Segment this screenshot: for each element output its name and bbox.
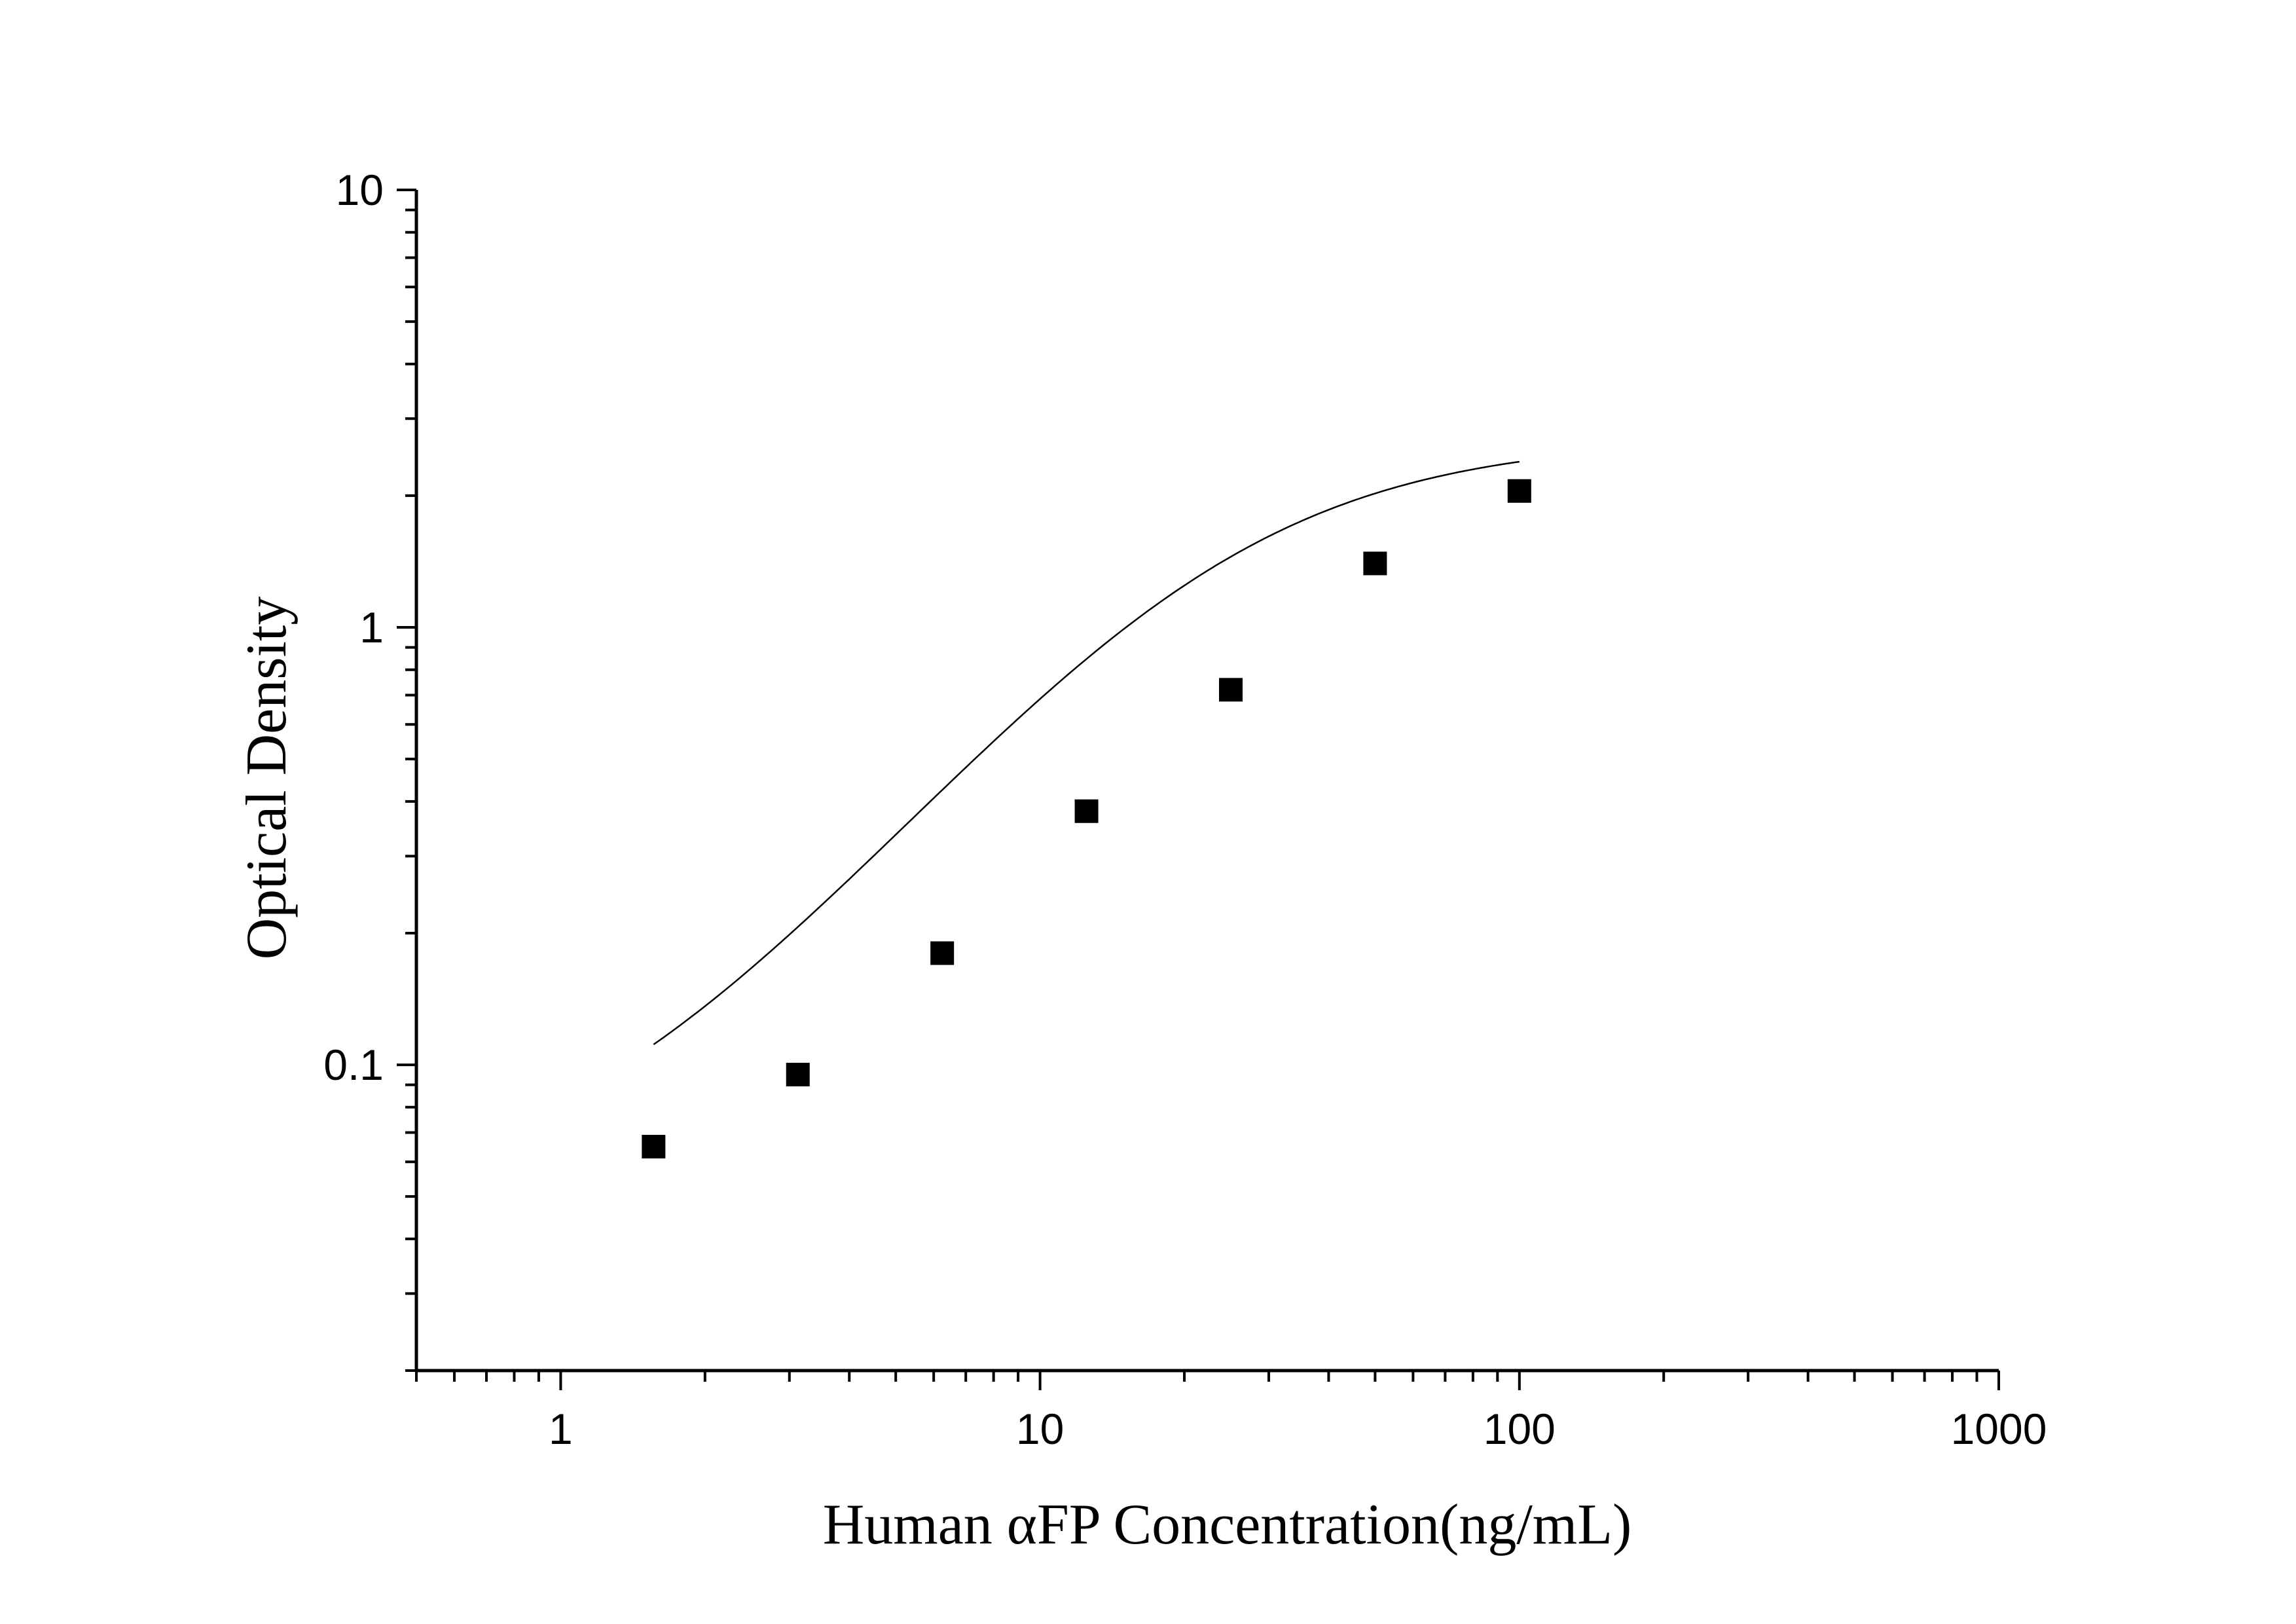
x-tick-label: 100 [1484, 1405, 1556, 1453]
y-axis-title: Optical Density [235, 597, 299, 960]
x-tick-label: 1 [549, 1405, 573, 1453]
x-tick-label: 10 [1016, 1405, 1064, 1453]
data-point [1363, 551, 1387, 576]
plot-area: 1 10 100 1000 0.1 1 10 [323, 166, 2047, 1453]
data-point [1218, 678, 1243, 702]
fit-curve-line [653, 460, 1520, 1046]
x-tick-label: 1000 [1951, 1405, 2047, 1453]
data-point [642, 1135, 666, 1159]
y-tick-label: 10 [336, 166, 384, 214]
data-point [1074, 799, 1099, 823]
data-point [786, 1062, 810, 1086]
y-tick-label: 1 [359, 603, 384, 652]
x-axis-title: Human αFP Concentration(ng/mL) [823, 1493, 1632, 1557]
data-point [1507, 479, 1531, 503]
data-point [930, 941, 955, 965]
y-tick-label: 0.1 [323, 1041, 384, 1089]
